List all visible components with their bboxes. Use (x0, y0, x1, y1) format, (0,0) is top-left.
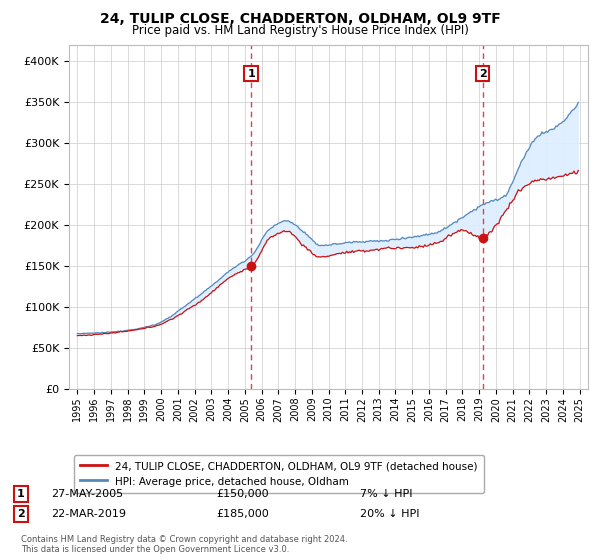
Text: Price paid vs. HM Land Registry's House Price Index (HPI): Price paid vs. HM Land Registry's House … (131, 24, 469, 36)
Text: 2: 2 (479, 68, 487, 78)
Text: This data is licensed under the Open Government Licence v3.0.: This data is licensed under the Open Gov… (21, 545, 289, 554)
Text: 2: 2 (17, 509, 25, 519)
Text: 7% ↓ HPI: 7% ↓ HPI (360, 489, 413, 499)
Text: 20% ↓ HPI: 20% ↓ HPI (360, 509, 419, 519)
Text: 22-MAR-2019: 22-MAR-2019 (51, 509, 126, 519)
Text: £185,000: £185,000 (216, 509, 269, 519)
Text: 24, TULIP CLOSE, CHADDERTON, OLDHAM, OL9 9TF: 24, TULIP CLOSE, CHADDERTON, OLDHAM, OL9… (100, 12, 500, 26)
Text: £150,000: £150,000 (216, 489, 269, 499)
Text: 27-MAY-2005: 27-MAY-2005 (51, 489, 123, 499)
Text: 1: 1 (17, 489, 25, 499)
Text: 1: 1 (247, 68, 255, 78)
Text: Contains HM Land Registry data © Crown copyright and database right 2024.: Contains HM Land Registry data © Crown c… (21, 535, 347, 544)
Legend: 24, TULIP CLOSE, CHADDERTON, OLDHAM, OL9 9TF (detached house), HPI: Average pric: 24, TULIP CLOSE, CHADDERTON, OLDHAM, OL9… (74, 455, 484, 493)
